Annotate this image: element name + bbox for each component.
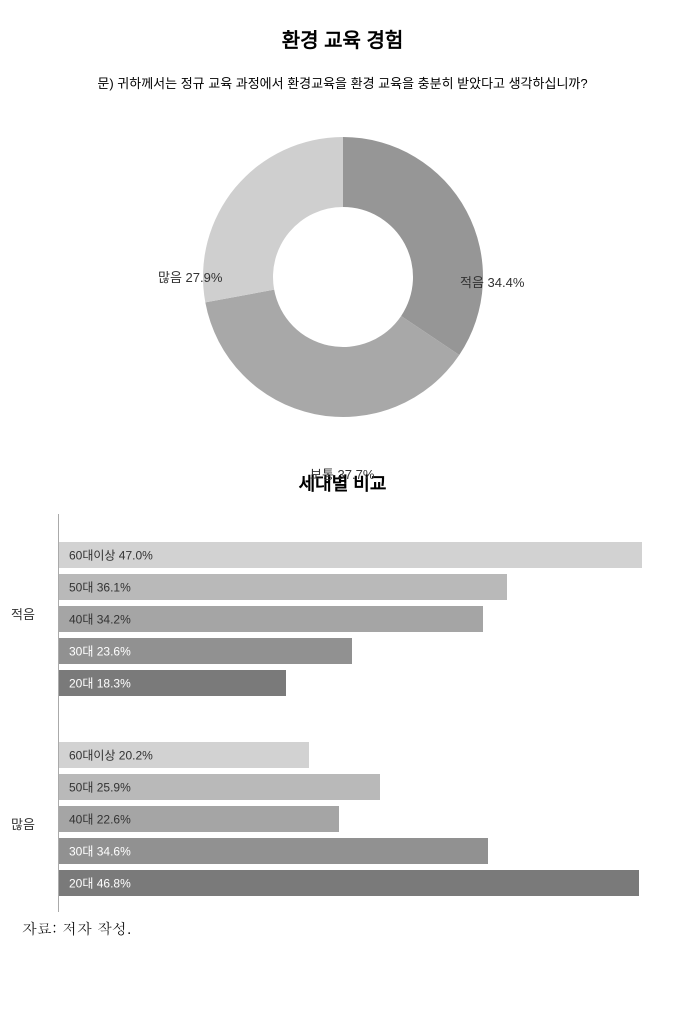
bar: 50대 36.1%: [59, 574, 507, 600]
bar-group-label-많음: 많음: [11, 814, 35, 833]
bar-label: 30대 23.6%: [69, 643, 131, 660]
bar-label: 20대 18.3%: [69, 675, 131, 692]
bars-chart: 적음60대이상 47.0%50대 36.1%40대 34.2%30대 23.6%…: [58, 514, 678, 912]
donut-chart: 적음 34.4%보통 37.7%많음 27.9%: [0, 92, 685, 462]
source-text: 자료: 저자 작성.: [22, 918, 131, 939]
bar: 20대 18.3%: [59, 670, 286, 696]
donut-label-적음: 적음 34.4%: [460, 272, 524, 291]
bar-label: 60대이상 20.2%: [69, 747, 153, 764]
bar: 60대이상 20.2%: [59, 742, 309, 768]
bar-group-label-적음: 적음: [11, 604, 35, 623]
question-content: 문) 귀하께서는 정규 교육 과정에서 환경교육을 환경 교육을 충분히 받았다…: [97, 76, 587, 91]
bar-label: 20대 46.8%: [69, 875, 131, 892]
donut-label-보통: 보통 37.7%: [310, 464, 374, 483]
bar-label: 40대 22.6%: [69, 811, 131, 828]
donut-slice-적음: [343, 137, 483, 355]
donut-label-많음: 많음 27.9%: [158, 267, 222, 286]
source-citation: 자료: 저자 작성.: [0, 912, 685, 939]
bar: 30대 34.6%: [59, 838, 488, 864]
bar-label: 50대 25.9%: [69, 779, 131, 796]
page-title: 환경 교육 경험: [0, 0, 685, 53]
donut-svg: [193, 127, 493, 427]
bar-label: 40대 34.2%: [69, 611, 131, 628]
bar: 50대 25.9%: [59, 774, 380, 800]
donut-slice-많음: [203, 137, 343, 302]
bar: 20대 46.8%: [59, 870, 639, 896]
bar: 30대 23.6%: [59, 638, 352, 664]
bar: 40대 22.6%: [59, 806, 339, 832]
bar-label: 30대 34.6%: [69, 843, 131, 860]
bar-label: 60대이상 47.0%: [69, 547, 153, 564]
bar-label: 50대 36.1%: [69, 579, 131, 596]
bar: 60대이상 47.0%: [59, 542, 642, 568]
bar: 40대 34.2%: [59, 606, 483, 632]
question-text: 문) 귀하께서는 정규 교육 과정에서 환경교육을 환경 교육을 충분히 받았다…: [0, 53, 685, 92]
title-text: 환경 교육 경험: [282, 30, 404, 52]
